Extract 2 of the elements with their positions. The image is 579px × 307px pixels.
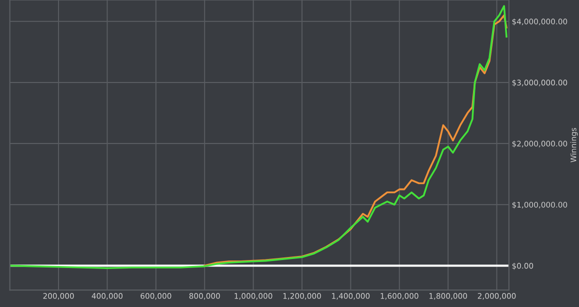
- line-series: [10, 5, 508, 270]
- line-series: [204, 14, 508, 267]
